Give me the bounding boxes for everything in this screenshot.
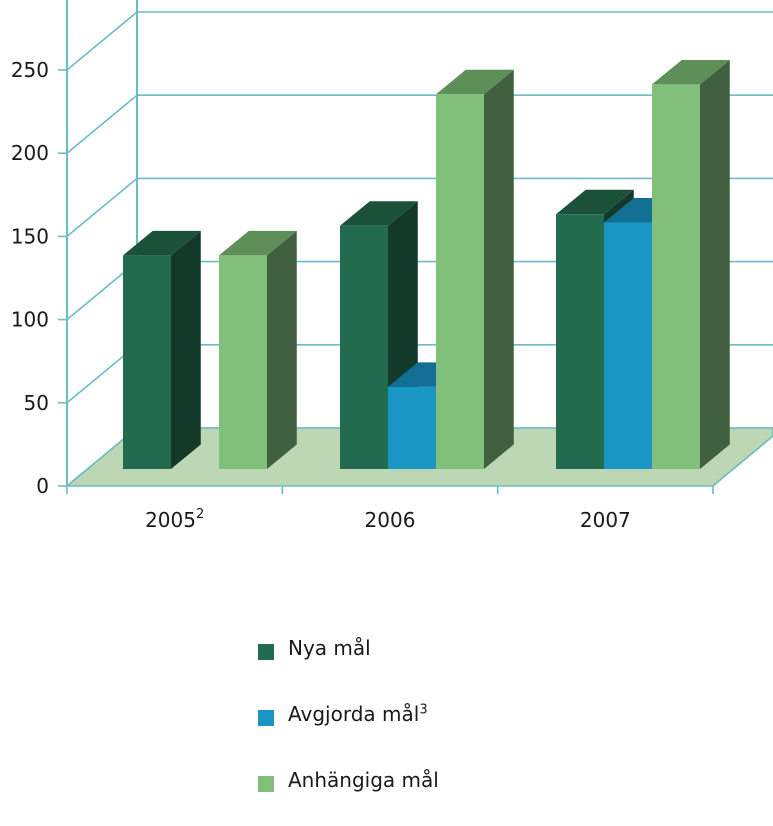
bar-anhangiga-mal-2006-side: [484, 69, 514, 470]
gridline-diag-150: [66, 177, 138, 238]
bar-anhangiga-mal-2006-top: [436, 69, 514, 95]
bar-anhangiga-mal-2006-front: [436, 94, 484, 469]
y-tick-label-50: 50: [24, 391, 49, 415]
legend-label-anhangiga-mal: Anhängiga mål: [288, 768, 439, 792]
x-tick-label-2007: 2007: [580, 508, 631, 532]
gridline-diag-200: [66, 94, 138, 154]
x-tick-label-2005: 20052: [145, 507, 204, 532]
chart-area: 0 50 100 150 200 250 20052 2006 2007: [11, 0, 773, 532]
bar-nya-mal-2007-top: [556, 189, 634, 215]
legend-swatch-avgjorda-mal: [258, 710, 274, 726]
bar-nya-mal-2006-front: [340, 225, 388, 469]
y-tick-label-150: 150: [11, 224, 49, 248]
legend-label-avgjorda-mal: Avgjorda mål3: [288, 702, 428, 726]
bar-nya-mal-2007-front: [556, 214, 604, 469]
bar-nya-mal-2005-top: [123, 230, 201, 256]
y-axis-ticks: 0 50 100 150 200 250: [11, 58, 49, 498]
gridline-diag-250: [66, 11, 138, 71]
bar-nya-mal-2006-top: [340, 201, 418, 226]
bar-avgjorda-mal-2006-front: [388, 386, 436, 469]
chart-bars: [123, 59, 730, 470]
bar-nya-mal-2005-side: [171, 230, 201, 469]
bar-anhangiga-mal-2007-top: [652, 59, 730, 85]
bar-anhangiga-mal-2005-front: [219, 255, 267, 469]
legend-swatch-nya-mal: [258, 644, 274, 660]
y-tick-label-250: 250: [11, 58, 49, 82]
x-axis-ticks: 20052 2006 2007: [66, 486, 714, 532]
bar-nya-mal-2006: [340, 201, 418, 469]
bar-anhangiga-mal-2007: [652, 59, 730, 470]
bar-anhangiga-mal-2005-side: [267, 230, 297, 469]
bar-anhangiga-mal-2007-side: [700, 59, 730, 470]
y-tick-label-0: 0: [36, 474, 49, 498]
bar-anhangiga-mal-2005-top: [219, 230, 297, 256]
bar-nya-mal-2005: [123, 230, 201, 469]
legend-swatch-anhangiga-mal: [258, 776, 274, 792]
y-tick-label-200: 200: [11, 141, 49, 165]
y-tick-label-100: 100: [11, 308, 49, 332]
bar-anhangiga-mal-2007-front: [652, 84, 700, 469]
bar-nya-mal-2005-front: [123, 255, 171, 469]
bar-avgjorda-mal-2007-front: [604, 222, 652, 469]
bar-anhangiga-mal-2005: [219, 230, 297, 469]
legend-label-nya-mal: Nya mål: [288, 636, 371, 660]
bar-anhangiga-mal-2006: [436, 69, 514, 470]
x-tick-label-2006: 2006: [365, 508, 416, 532]
